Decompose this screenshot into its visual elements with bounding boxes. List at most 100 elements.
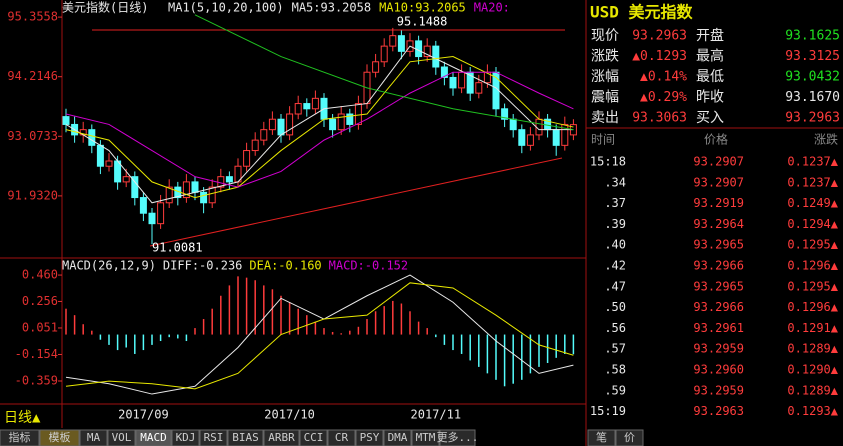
- candle-body: [380, 45, 388, 63]
- legend-item: DEA:-0.160: [249, 259, 321, 273]
- tab-bg[interactable]: [79, 429, 108, 446]
- quote-value: 93.3063: [632, 111, 687, 126]
- candle-body: [311, 97, 319, 110]
- candle-body: [294, 103, 302, 115]
- candle-body: [182, 181, 190, 199]
- tick-price: 93.2964: [693, 217, 744, 231]
- tab[interactable]: 模板: [49, 430, 71, 444]
- tab[interactable]: 指标: [9, 430, 31, 444]
- tab-bg[interactable]: [439, 429, 476, 446]
- side-tab-bg[interactable]: [615, 429, 644, 446]
- tick-change: 0.1290▲: [787, 363, 838, 377]
- quote-value: ▲0.29%: [640, 90, 687, 105]
- candle-body: [509, 118, 517, 131]
- legend-item: DIFF:-0.236: [163, 259, 242, 273]
- tick-price: 93.2966: [693, 300, 744, 314]
- tab[interactable]: MTM: [416, 431, 436, 444]
- quote-label: 开盘: [696, 27, 724, 44]
- tab[interactable]: MACD: [140, 431, 167, 444]
- legend-item: MA5:93.2058: [292, 1, 371, 15]
- tab-bg[interactable]: [107, 429, 136, 446]
- high-annotation: 95.1488: [397, 15, 448, 29]
- tab[interactable]: BIAS: [232, 431, 259, 444]
- candle-body: [561, 123, 569, 146]
- tab-bg[interactable]: [135, 429, 172, 446]
- tick-time: .42: [604, 259, 626, 273]
- side-tab-bg[interactable]: [587, 429, 616, 446]
- tick-time: .58: [604, 363, 626, 377]
- quote-label: 震幅: [591, 90, 619, 106]
- tick-change: 0.1296▲: [787, 300, 838, 314]
- quote-label: 涨跌: [591, 49, 619, 65]
- indicator-line: [65, 56, 574, 199]
- tab[interactable]: KDJ: [176, 431, 196, 444]
- tab-bg[interactable]: [383, 429, 412, 446]
- candle-body: [251, 139, 259, 152]
- ticks-header: 价格: [704, 132, 728, 147]
- tab-bg[interactable]: [263, 429, 300, 446]
- x-tick-label: 2017/09: [118, 408, 169, 422]
- quote-label: 现价: [591, 28, 619, 44]
- tick-change: 0.1289▲: [787, 383, 838, 397]
- candle-body: [303, 103, 311, 110]
- quote-label: 买入: [696, 110, 724, 126]
- tab-bg[interactable]: [171, 429, 200, 446]
- tab-bg[interactable]: [199, 429, 228, 446]
- tick-time: .59: [604, 383, 626, 397]
- tab-bg[interactable]: [411, 429, 440, 446]
- candle-body: [423, 45, 431, 58]
- quote-value: 93.1670: [785, 90, 840, 105]
- candle-body: [157, 202, 165, 225]
- indicator-line: [65, 71, 574, 188]
- quote-title: USD 美元指数: [590, 3, 694, 22]
- tab[interactable]: CR: [335, 431, 349, 444]
- quote-value: 93.1625: [785, 29, 840, 44]
- tab-bg[interactable]: [327, 429, 356, 446]
- side-tab[interactable]: 笔: [596, 430, 607, 444]
- tick-price: 93.2961: [693, 321, 744, 335]
- tab[interactable]: ARBR: [268, 431, 295, 444]
- tick-change: 0.1294▲: [787, 217, 838, 231]
- y-tick-label: 94.2146: [7, 69, 58, 83]
- candle-body: [191, 181, 199, 193]
- tick-time: .39: [604, 217, 626, 231]
- y-tick-label: 0.256: [22, 294, 58, 308]
- candle-body: [268, 118, 276, 131]
- tick-price: 93.2959: [693, 342, 744, 356]
- side-tab[interactable]: 价: [624, 431, 635, 444]
- candle-body: [122, 176, 130, 183]
- tick-change: 0.1293▲: [787, 404, 838, 418]
- candle-body: [389, 35, 397, 47]
- tick-price: 93.2919: [693, 196, 744, 210]
- quote-label: 卖出: [591, 110, 619, 126]
- candle-body: [397, 35, 405, 52]
- tick-price: 93.2965: [693, 238, 744, 252]
- candle-body: [105, 160, 113, 167]
- candle-body: [165, 186, 173, 204]
- candle-body: [277, 118, 285, 136]
- support-line: [149, 157, 563, 247]
- candle-body: [208, 186, 216, 204]
- tab-bg[interactable]: [227, 429, 264, 446]
- tab-bg[interactable]: [299, 429, 328, 446]
- tab[interactable]: 更多...: [437, 430, 479, 444]
- tick-change: 0.1295▲: [787, 238, 838, 252]
- tick-time: .37: [604, 196, 626, 210]
- tab[interactable]: CCI: [304, 431, 324, 444]
- tick-time: .57: [604, 342, 626, 356]
- quote-value: ▲0.1293: [632, 49, 687, 64]
- tab-bg[interactable]: [0, 429, 40, 446]
- tick-change: 0.1289▲: [787, 342, 838, 356]
- tick-change: 0.1237▲: [787, 175, 838, 189]
- tab[interactable]: RSI: [204, 431, 224, 444]
- tab[interactable]: VOL: [112, 431, 132, 444]
- tab[interactable]: MA: [87, 431, 101, 444]
- candle-body: [329, 118, 337, 131]
- period[interactable]: 日线▲: [4, 410, 41, 426]
- tab-bg[interactable]: [39, 429, 80, 446]
- tab-bg[interactable]: [355, 429, 384, 446]
- tab[interactable]: DMA: [388, 431, 408, 444]
- quote-label: 昨收: [696, 90, 724, 106]
- tab[interactable]: PSY: [360, 431, 380, 444]
